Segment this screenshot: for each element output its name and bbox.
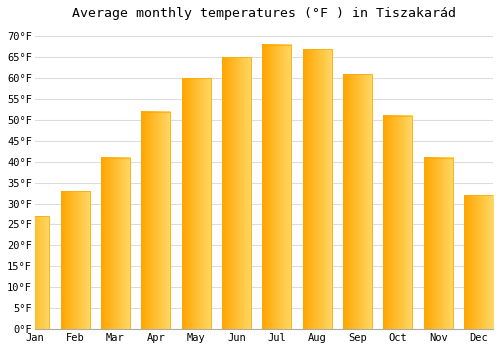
Bar: [262, 45, 292, 329]
Bar: [60, 191, 90, 329]
Bar: [20, 216, 49, 329]
Bar: [384, 116, 412, 329]
Bar: [424, 158, 452, 329]
Title: Average monthly temperatures (°F ) in Tiszakarád: Average monthly temperatures (°F ) in Ti…: [72, 7, 456, 20]
Bar: [101, 158, 130, 329]
Bar: [343, 74, 372, 329]
Bar: [141, 112, 171, 329]
Bar: [222, 57, 251, 329]
Bar: [182, 78, 210, 329]
Bar: [464, 195, 493, 329]
Bar: [302, 49, 332, 329]
